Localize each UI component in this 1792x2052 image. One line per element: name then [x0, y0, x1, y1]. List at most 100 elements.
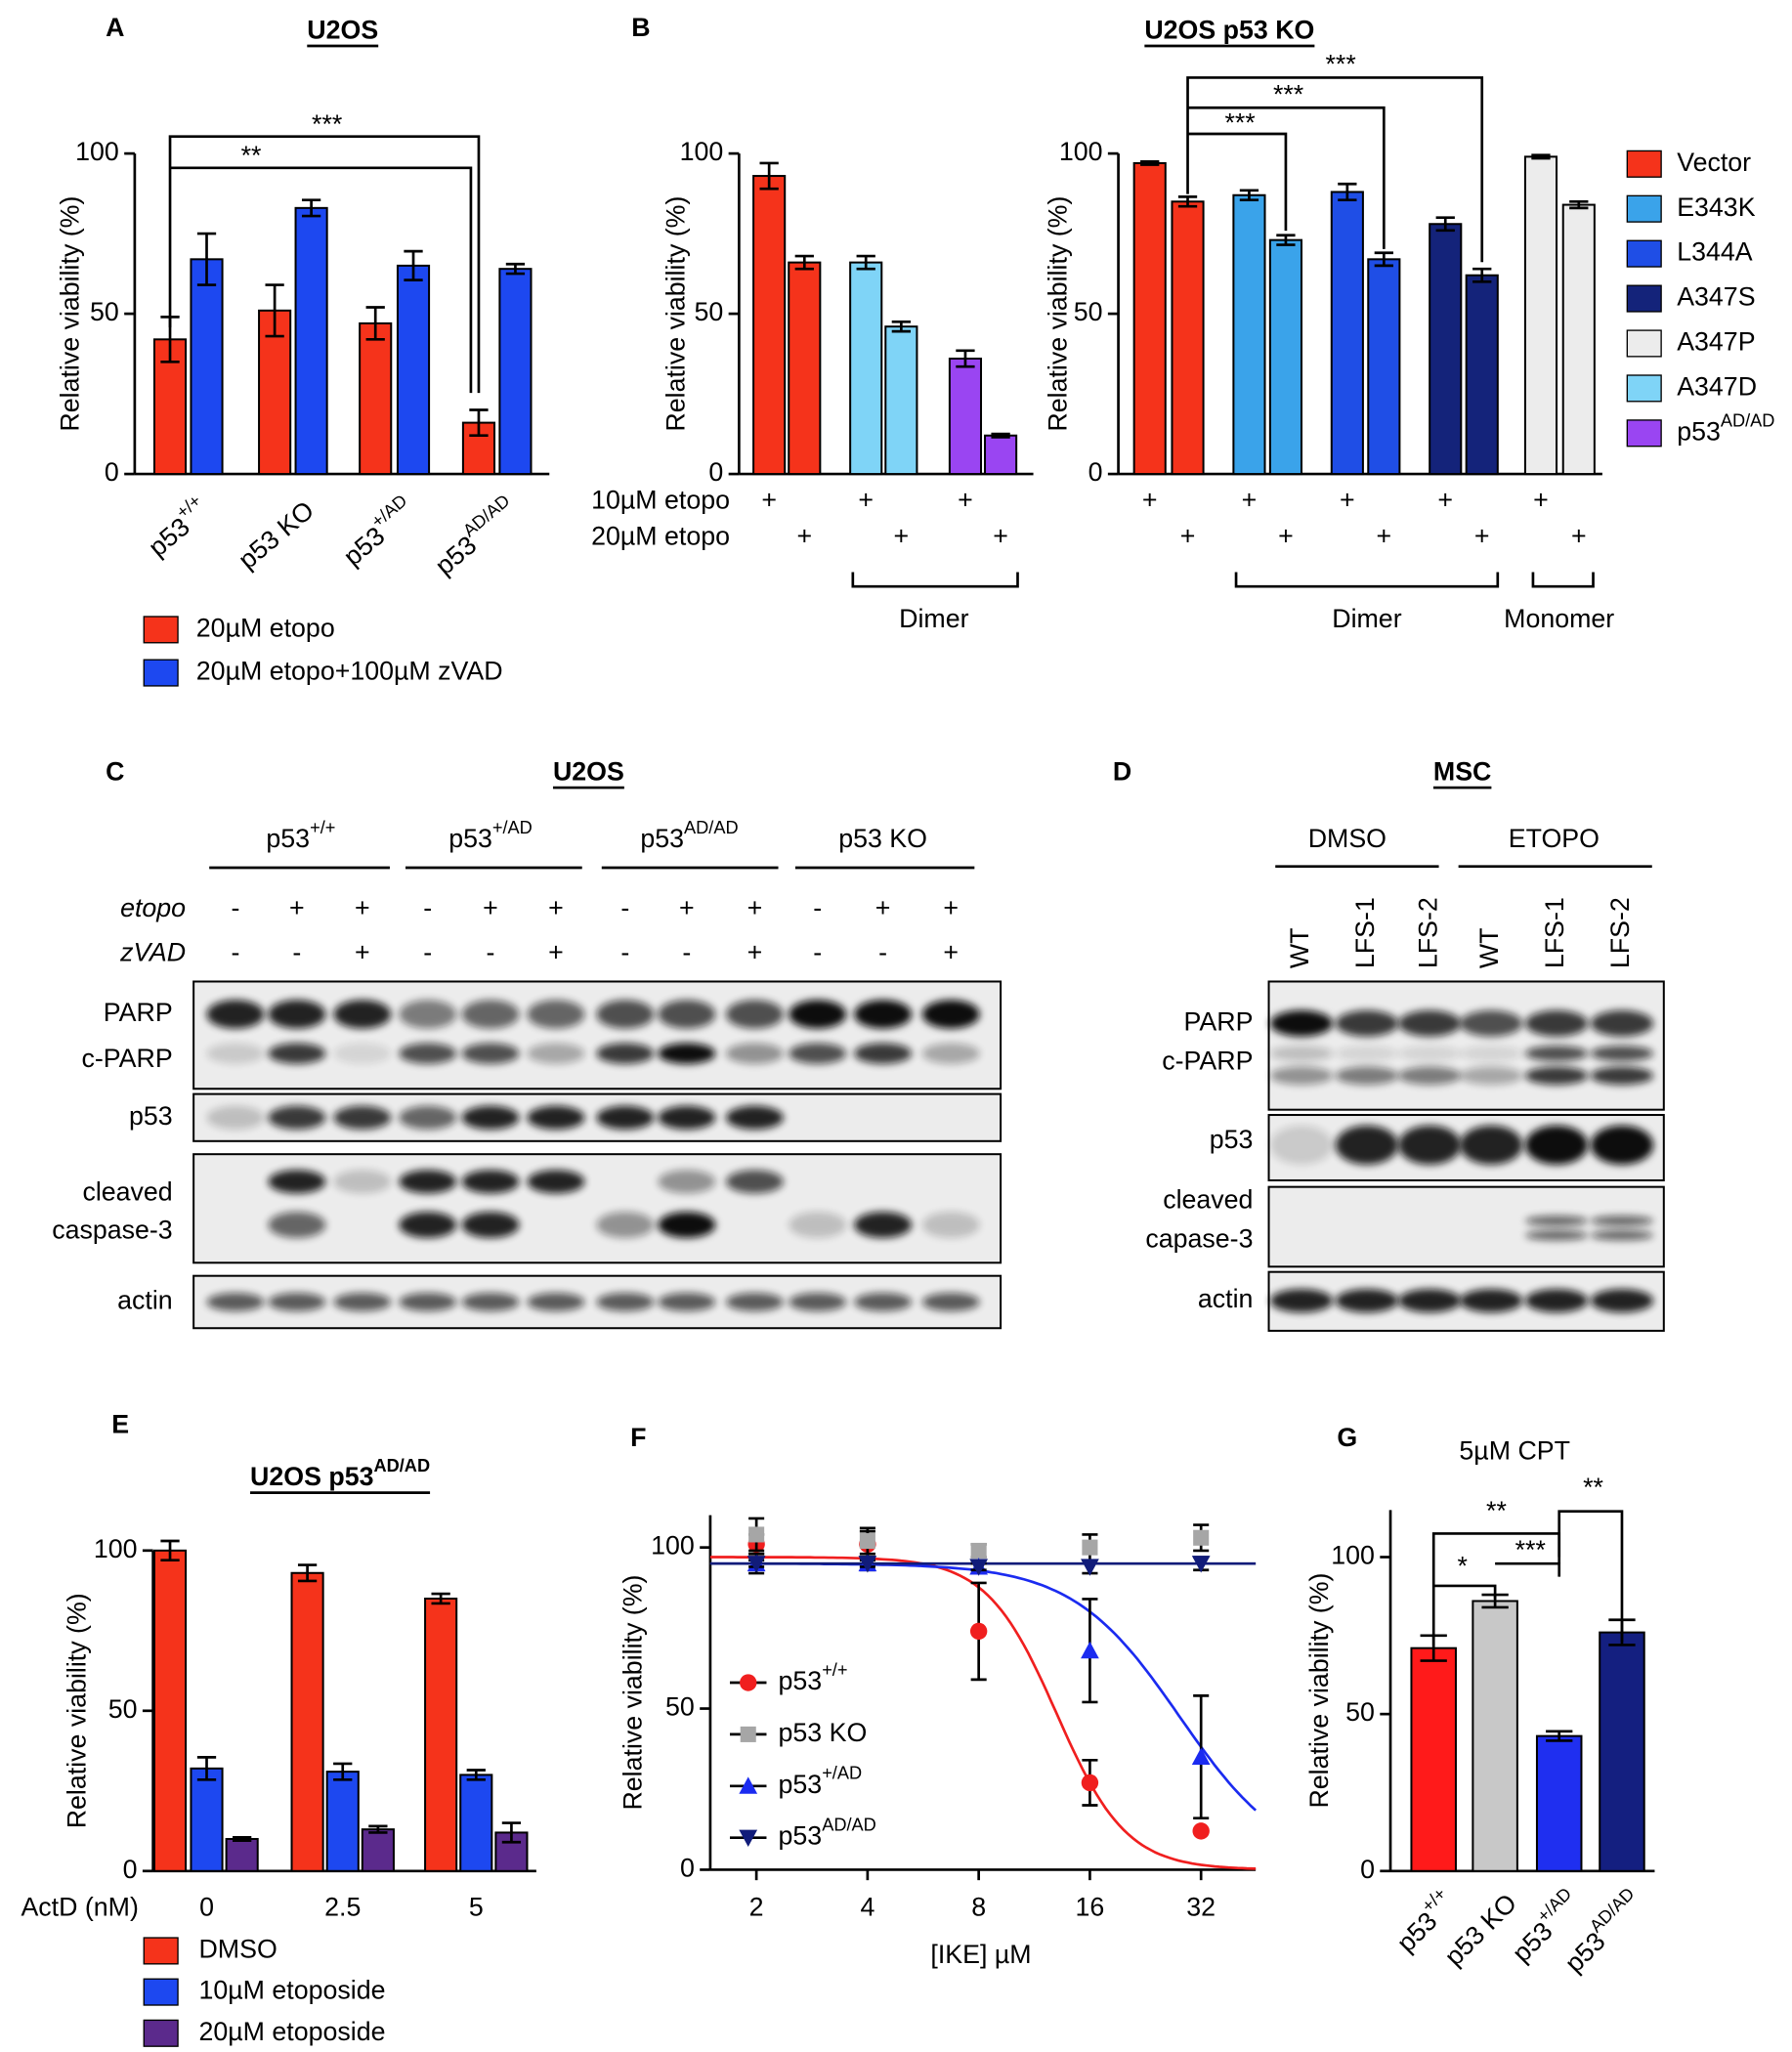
blot-band	[1459, 1289, 1523, 1313]
blot-band	[399, 1043, 457, 1064]
bar	[396, 264, 431, 476]
bar	[1330, 191, 1364, 476]
error-bar	[196, 1756, 217, 1781]
treatment-mark: +	[894, 522, 910, 551]
lane-label: LFS-2	[1413, 897, 1442, 968]
bar	[225, 1837, 259, 1872]
legend-label: p53AD/AD	[779, 1815, 876, 1850]
blot-band	[527, 1000, 585, 1029]
data-point	[969, 1622, 988, 1641]
blot-band	[921, 1000, 980, 1029]
group-label-sup: AD/AD	[684, 818, 739, 837]
bar	[1171, 200, 1205, 476]
group-label-sup: +/+	[310, 818, 335, 837]
y-tick-label: 50	[108, 1694, 138, 1724]
blot-band	[268, 1170, 326, 1194]
legend-label-main: p53	[779, 1821, 823, 1851]
group-label: Dimer	[1332, 604, 1401, 633]
condition-mark: -	[813, 937, 822, 966]
fit-curve	[709, 1556, 1257, 1870]
treatment-label: 20µM etopo	[591, 522, 730, 551]
x-tick-label: 0	[199, 1893, 214, 1922]
y-axis-label: Relative viability (%)	[56, 196, 85, 432]
legend-label-sup: +/+	[822, 1660, 847, 1680]
error-bar	[469, 408, 489, 438]
legend-label: E343K	[1677, 192, 1756, 222]
blot-band	[1269, 1046, 1334, 1062]
legend-marker	[740, 1674, 757, 1691]
legend-label: 20µM etoposide	[198, 2017, 385, 2046]
significance-bracket	[1433, 1584, 1497, 1600]
lane-label: LFS-1	[1350, 897, 1380, 968]
x-tick-label-sup: AD/AD	[459, 491, 513, 540]
blot-row-label: p53	[129, 1101, 173, 1131]
bar	[788, 261, 822, 476]
panel-letter: F	[630, 1423, 646, 1452]
bar	[258, 309, 292, 476]
error-bar	[891, 320, 911, 333]
blot-band	[1398, 1046, 1462, 1062]
panel-letter: D	[1113, 757, 1131, 787]
error-bar	[956, 349, 975, 368]
blot-band	[333, 1293, 392, 1311]
blot-band	[206, 1043, 265, 1064]
legend-swatch	[1626, 329, 1662, 358]
y-axis-label: Relative viability (%)	[618, 1575, 647, 1811]
x-axis-label: ActD (nM)	[21, 1893, 138, 1922]
significance-bracket	[1187, 132, 1288, 232]
error-bar	[505, 262, 526, 276]
group-label-sup: +/AD	[492, 818, 533, 837]
y-tick-label: 0	[105, 457, 119, 487]
legend-swatch	[143, 659, 179, 687]
condition-mark: -	[487, 937, 495, 966]
blot-band	[596, 1293, 655, 1311]
error-bar	[1140, 159, 1160, 166]
blot-band	[1590, 1066, 1654, 1086]
legend-label: A347S	[1677, 282, 1755, 312]
error-bar	[856, 254, 875, 271]
bar	[325, 1771, 360, 1872]
legend-label: p53 KO	[779, 1718, 868, 1747]
legend-marker	[739, 1776, 758, 1794]
x-tick-label: 5	[469, 1893, 484, 1922]
blot-row-label: cleaved	[82, 1176, 172, 1206]
blot-band	[1269, 1066, 1334, 1086]
significance-label: ***	[1273, 79, 1303, 108]
data-point	[1082, 1539, 1098, 1556]
blot-band	[1459, 1125, 1523, 1165]
treatment-mark: +	[858, 485, 874, 514]
condition-mark: -	[813, 893, 822, 922]
chart-title: U2OS p53 KO	[1144, 16, 1314, 45]
condition-mark: -	[620, 937, 629, 966]
lane-label: WT	[1285, 927, 1314, 968]
treatment-mark: +	[1340, 485, 1355, 514]
x-tick-label-sup: +/AD	[1533, 1884, 1575, 1926]
y-tick-label: 100	[1331, 1541, 1375, 1570]
y-tick-label: 50	[1074, 297, 1103, 326]
group-bracket	[1234, 572, 1500, 588]
data-point	[1193, 1529, 1210, 1546]
blot-band	[268, 1293, 326, 1311]
condition-mark: +	[943, 937, 959, 966]
legend-label: 10µM etoposide	[198, 1976, 385, 2005]
error-bar	[1546, 1730, 1573, 1742]
error-bar	[466, 1769, 486, 1781]
group-label: DMSO	[1308, 824, 1387, 853]
y-tick-label: 50	[90, 297, 119, 326]
treatment-mark: +	[1180, 522, 1196, 551]
legend-marker	[740, 1726, 756, 1742]
lane-label: WT	[1474, 927, 1504, 968]
bar	[1599, 1631, 1645, 1872]
blot-band	[461, 1105, 520, 1130]
error-bar	[233, 1836, 252, 1842]
condition-label: zVAD	[119, 937, 186, 966]
treatment-label: 10µM etopo	[591, 485, 730, 514]
y-axis-label: Relative viability (%)	[661, 196, 691, 432]
x-tick-label-main: p53	[1391, 1906, 1443, 1958]
x-tick-label: 2	[749, 1893, 764, 1922]
blot-band	[725, 1293, 784, 1311]
legend-label: p53+/+	[779, 1660, 848, 1695]
blot-band	[268, 1000, 326, 1029]
legend-label: 20µM etopo+100µM zVAD	[196, 657, 503, 686]
